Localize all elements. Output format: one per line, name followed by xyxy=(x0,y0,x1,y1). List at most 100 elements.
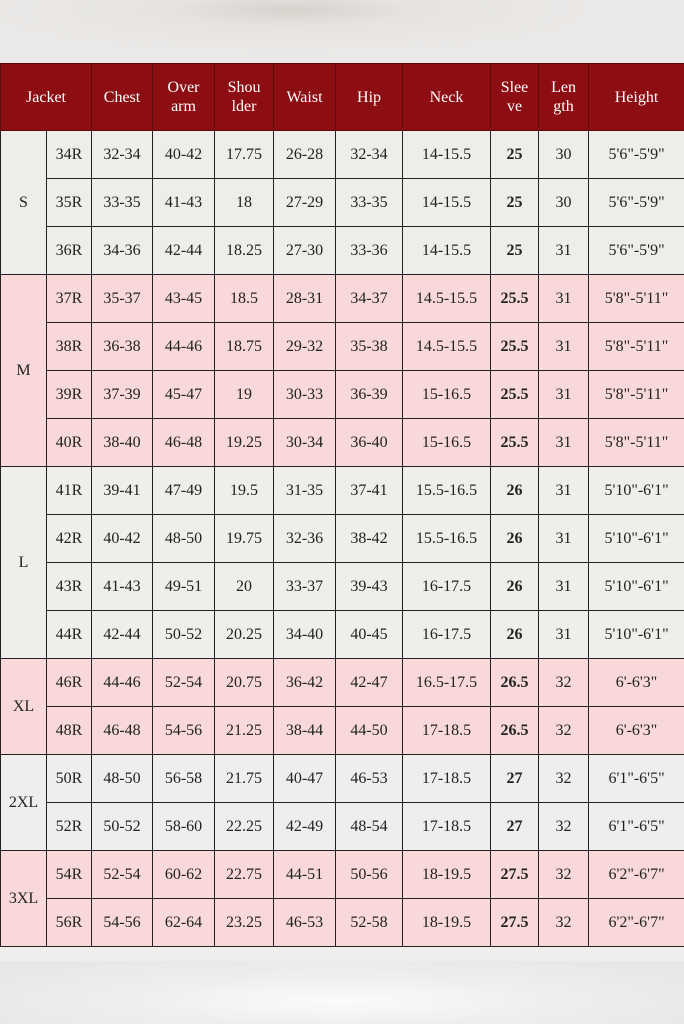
cell-jacket-size: 34R xyxy=(45,130,93,179)
cell-shoulder: 18 xyxy=(214,178,275,227)
table-row: 48R 46-48 54-56 21.25 38-44 44-50 17-18.5 26.5 3… xyxy=(1,706,684,755)
cell-jacket-size: 38R xyxy=(45,322,93,371)
cell-overarm: 58-60 xyxy=(152,802,216,851)
cell-overarm: 47-49 xyxy=(152,466,216,515)
cell-jacket-size: 35R xyxy=(45,178,93,227)
cell-chest: 52-54 xyxy=(91,850,154,899)
size-group-label: 3XL xyxy=(0,850,47,947)
cell-sleeve: 25 xyxy=(490,130,540,179)
cell-neck: 15.5-16.5 xyxy=(402,514,492,563)
cell-waist: 46-53 xyxy=(273,898,337,947)
cell-chest: 48-50 xyxy=(91,754,154,803)
cell-waist: 38-44 xyxy=(273,706,337,755)
cell-height: 5'8"-5'11" xyxy=(588,274,684,323)
header-sleeve-line2: ve xyxy=(506,98,523,115)
cell-hip: 50-56 xyxy=(335,850,404,899)
cell-length: 31 xyxy=(538,370,590,419)
cell-length: 31 xyxy=(538,514,590,563)
cell-shoulder: 19.25 xyxy=(214,418,275,467)
cell-chest: 37-39 xyxy=(91,370,154,419)
cell-jacket-size: 44R xyxy=(45,610,93,659)
header-length-line2: gth xyxy=(553,98,574,115)
cell-neck: 15.5-16.5 xyxy=(402,466,492,515)
cell-chest: 50-52 xyxy=(91,802,154,851)
cell-shoulder: 18.5 xyxy=(214,274,275,323)
cell-jacket-size: 50R xyxy=(45,754,93,803)
cell-overarm: 41-43 xyxy=(152,178,216,227)
cell-length: 32 xyxy=(538,658,590,707)
cell-hip: 36-39 xyxy=(335,370,404,419)
cell-jacket-size: 36R xyxy=(45,226,93,275)
cell-overarm: 50-52 xyxy=(152,610,216,659)
cell-sleeve: 25.5 xyxy=(490,418,540,467)
header-sleeve-line1: Slee xyxy=(500,79,529,96)
cell-waist: 30-33 xyxy=(273,370,337,419)
cell-overarm: 45-47 xyxy=(152,370,216,419)
table-row: 36R 34-36 42-44 18.25 27-30 33-36 14-15.5 25 31 5… xyxy=(1,226,684,275)
table-row: 43R 41-43 49-51 20 33-37 39-43 16-17.5 26 31 5'10… xyxy=(1,562,684,611)
table-row: 2XL 50R 48-50 56-58 21.75 40-47 46-53 17-18.5 27… xyxy=(0,754,684,851)
cell-overarm: 60-62 xyxy=(152,850,216,899)
cell-neck: 15-16.5 xyxy=(402,370,492,419)
header-shoulder: Shou lder xyxy=(214,63,275,131)
cell-waist: 31-35 xyxy=(273,466,337,515)
cell-overarm: 56-58 xyxy=(152,754,216,803)
cell-overarm: 42-44 xyxy=(152,226,216,275)
cell-shoulder: 20.25 xyxy=(214,610,275,659)
cell-neck: 17-18.5 xyxy=(402,706,492,755)
cell-sleeve: 25.5 xyxy=(490,274,540,323)
table-row: 52R 50-52 58-60 22.25 42-49 48-54 17-18.5 27 32 6… xyxy=(1,802,684,851)
size-group-label: L xyxy=(0,466,47,659)
cell-hip: 37-41 xyxy=(335,466,404,515)
cell-length: 32 xyxy=(538,706,590,755)
cell-chest: 32-34 xyxy=(91,130,154,179)
cell-waist: 34-40 xyxy=(273,610,337,659)
cell-jacket-size: 42R xyxy=(45,514,93,563)
cell-shoulder: 18.25 xyxy=(214,226,275,275)
cell-neck: 17-18.5 xyxy=(402,802,492,851)
background-photo-top xyxy=(0,0,684,63)
cell-waist: 28-31 xyxy=(273,274,337,323)
cell-overarm: 52-54 xyxy=(152,658,216,707)
cell-height: 5'10"-6'1" xyxy=(588,514,684,563)
cell-shoulder: 21.25 xyxy=(214,706,275,755)
cell-neck: 15-16.5 xyxy=(402,418,492,467)
cell-length: 30 xyxy=(538,130,590,179)
cell-shoulder: 21.75 xyxy=(214,754,275,803)
cell-chest: 35-37 xyxy=(91,274,154,323)
cell-hip: 48-54 xyxy=(335,802,404,851)
cell-length: 31 xyxy=(538,274,590,323)
cell-hip: 38-42 xyxy=(335,514,404,563)
cell-shoulder: 19.75 xyxy=(214,514,275,563)
cell-waist: 30-34 xyxy=(273,418,337,467)
cell-hip: 52-58 xyxy=(335,898,404,947)
table-row: L 41R 39-41 47-49 19.5 31-35 37-41 15.5-16.5 26 3… xyxy=(0,466,684,659)
cell-sleeve: 27.5 xyxy=(490,898,540,947)
cell-waist: 27-30 xyxy=(273,226,337,275)
header-length-line1: Len xyxy=(551,79,576,96)
header-chest: Chest xyxy=(91,63,154,131)
cell-shoulder: 17.75 xyxy=(214,130,275,179)
cell-chest: 44-46 xyxy=(91,658,154,707)
cell-jacket-size: 54R xyxy=(45,850,93,899)
cell-chest: 38-40 xyxy=(91,418,154,467)
table-row: S 34R 32-34 40-42 17.75 26-28 32-34 14-15.5 25 30… xyxy=(0,130,684,275)
cell-sleeve: 26 xyxy=(490,562,540,611)
cell-waist: 42-49 xyxy=(273,802,337,851)
header-overarm: Over arm xyxy=(152,63,216,131)
table-row: 38R 36-38 44-46 18.75 29-32 35-38 14.5-15.5 25.… xyxy=(1,322,684,371)
cell-neck: 14.5-15.5 xyxy=(402,274,492,323)
size-chart-body: S 34R 32-34 40-42 17.75 26-28 32-34 14-15.5 25 30… xyxy=(0,130,684,947)
cell-height: 5'8"-5'11" xyxy=(588,370,684,419)
cell-neck: 17-18.5 xyxy=(402,754,492,803)
cell-hip: 33-36 xyxy=(335,226,404,275)
cell-waist: 33-37 xyxy=(273,562,337,611)
cell-height: 6'2"-6'7" xyxy=(588,898,684,947)
cell-hip: 35-38 xyxy=(335,322,404,371)
cell-jacket-size: 56R xyxy=(45,898,93,947)
cell-waist: 32-36 xyxy=(273,514,337,563)
cell-height: 5'8"-5'11" xyxy=(588,322,684,371)
cell-overarm: 46-48 xyxy=(152,418,216,467)
cell-overarm: 48-50 xyxy=(152,514,216,563)
cell-hip: 36-40 xyxy=(335,418,404,467)
